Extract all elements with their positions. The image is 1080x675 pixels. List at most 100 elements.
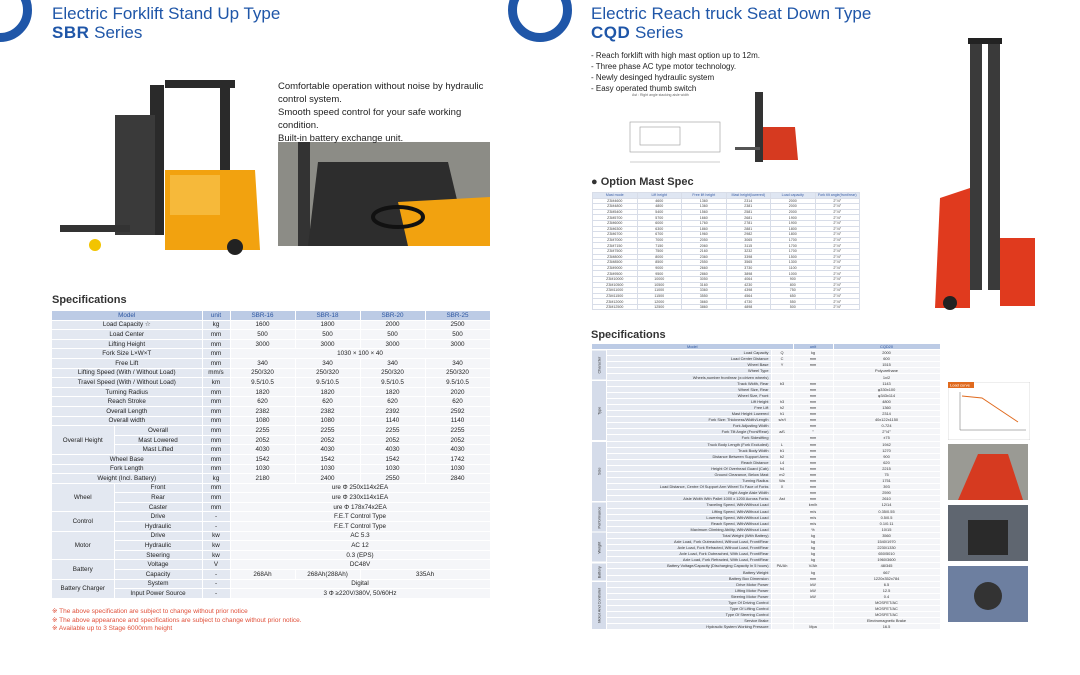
label-cell: Fork Size L×W×T <box>52 348 203 359</box>
mast-cell: 2°/4° <box>814 264 860 272</box>
spec-row: Type Of Steering Control MOSFET/AC <box>592 611 941 619</box>
photo-cabin <box>948 444 1028 500</box>
mast-row: Z3M10000 10000 3050 4064 900 2°/4° <box>592 275 860 283</box>
mast-cell: 3050 <box>681 275 727 283</box>
label-cell: Mast Lifted <box>114 444 203 455</box>
label-cell: Battery Box Dimension <box>606 575 772 582</box>
value-cell: 340 <box>360 358 426 369</box>
label-cell: Caster <box>114 502 203 513</box>
value-cell: 2314 <box>833 410 941 418</box>
header-cell: unit <box>793 344 834 351</box>
mast-cell: 2°/4° <box>814 303 860 311</box>
value-cell: 0.4 <box>833 593 941 600</box>
value-cell: 1x/2 <box>833 373 941 381</box>
code-cell: X <box>771 483 794 491</box>
value-cell: 1360 <box>833 404 941 412</box>
value-cell: 9.5/10.5 <box>295 377 361 388</box>
unit-cell: - <box>202 579 231 590</box>
spec-row: Mast Lowered mm 2052 2052 2052 2052 <box>52 435 491 446</box>
value-cell: 3 Φ ≥220V/380V, 50/60Hz <box>230 588 491 599</box>
mast-row: Z3M6000 6000 1760 2781 1900 2°/4° <box>592 220 860 227</box>
group-cell: Overall Height <box>52 425 115 455</box>
unit-cell: mm <box>793 441 834 448</box>
mast-cell: 3730 <box>725 264 771 272</box>
value-cell: 1030 <box>360 464 426 475</box>
unit-cell: mm/s <box>202 368 231 379</box>
mast-cell: 4230 <box>725 281 771 289</box>
code-cell: h3 <box>771 398 794 405</box>
mast-cell: Z3M11500 <box>592 292 638 300</box>
value-cell: 650/5010 <box>833 550 941 558</box>
label-cell: Lifting Speed, With/Without Load <box>606 508 772 515</box>
mast-cell: 3860 <box>681 303 727 311</box>
spec-row: Overall Length mm 2382 2382 2392 2592 <box>52 406 491 417</box>
value-cell: 9.5/10.5 <box>425 377 491 388</box>
value-cell: 9.5/10.5 <box>230 377 296 388</box>
label-cell: Overall Length <box>52 406 203 417</box>
value-cell: 600 <box>833 355 941 363</box>
spec-row: Axle Load, Fork Outreached, Without Load… <box>592 538 941 546</box>
spec-row: Motor And Controller Drive Motor Power kW 6… <box>592 581 941 630</box>
spec-row: Input Power Source -3 Φ ≥220V/380V, 50/60… <box>52 588 491 599</box>
unit-cell: mm <box>793 404 834 412</box>
unit-cell: ° <box>793 428 834 436</box>
mast-cell: 2°/4° <box>814 253 860 261</box>
header-cell: SBR-16 <box>230 311 296 321</box>
value-cell: 2255 <box>230 425 296 436</box>
code-cell: Y <box>771 361 794 369</box>
spec-row: Capacity -268Ah 268Ah(288Ah) 335Ah <box>52 569 491 580</box>
spec-row: Fork Tilt Angle (Front/Rear) a/ß ° 2°/4° <box>592 428 941 436</box>
spec-row: Type Of Lifting Control MOSFET/AC <box>592 605 941 613</box>
unit-cell: mm <box>793 447 834 454</box>
label-cell: Load Center <box>52 329 203 340</box>
code-cell <box>771 550 794 558</box>
code-cell: h2 <box>771 404 794 412</box>
spec-row: Axle Load, Fork Refracted, With Load, Fr… <box>592 556 941 564</box>
mast-cell: Z3M8500 <box>592 259 638 266</box>
series-code: SBR <box>52 23 90 42</box>
value-cell: 40x122x1150 <box>833 416 941 424</box>
spec-row: Fork Sidesifting mm ±75 <box>592 434 941 442</box>
value-cell: 2180 <box>230 473 296 484</box>
spec-row: Hydraulic kw AC 12 <box>52 540 491 551</box>
value-cell: 2590 <box>833 489 941 497</box>
code-cell: a/ß <box>771 428 794 436</box>
spec-row: Service Brake Electromagnetic Brake <box>592 617 941 625</box>
note: ※ The above appearance and specification… <box>52 616 302 624</box>
header-cell: Mast height(lowered) <box>725 192 771 199</box>
mast-cell: Z3M9500 <box>592 270 638 277</box>
spec-row: Load Capacity ☆ kg 1600 1800 2000 2500 <box>52 320 491 331</box>
code-cell: b1 <box>771 447 794 454</box>
value-cell: Polyurethane <box>833 367 941 375</box>
value-cell: 620 <box>425 396 491 407</box>
unit-cell: - <box>202 521 231 532</box>
value-cell: 75 <box>833 471 941 479</box>
code-cell <box>771 434 794 442</box>
mast-cell: 650 <box>770 292 816 300</box>
mast-cell: 2°/4° <box>814 259 860 266</box>
spec-row: Mast Height Lowered h1 mm 2314 <box>592 410 941 418</box>
value-cell: 4030 <box>230 444 296 455</box>
spec-row: Weight (Incl. Battery) kg 2180 2400 2550 2840 <box>52 473 491 484</box>
spec-heading: Specifications <box>52 294 127 306</box>
value-cell: 2255 <box>425 425 491 436</box>
unit-cell: kW <box>793 587 834 594</box>
spec-row: Battery Voltage V DC48V <box>52 559 491 580</box>
mast-heading: ● Option Mast Spec <box>591 176 694 188</box>
unit-cell: kW <box>793 593 834 600</box>
spec-row: Fork Size L×W×T mm 1030 × 100 × 40 <box>52 348 491 359</box>
label-cell: Hydraulic System Working Pressure <box>606 623 772 631</box>
header-cell: SBR-18 <box>295 311 361 321</box>
bullet: - Three phase AC type motor technology. <box>591 62 737 71</box>
unit-cell: kg <box>793 568 834 576</box>
unit-cell <box>793 373 834 381</box>
unit-cell: kg <box>202 473 231 484</box>
value-cell: φ343x114 <box>833 392 941 399</box>
label-cell: Input Power Source <box>114 588 203 599</box>
mast-cell: 2°/4° <box>814 281 860 289</box>
unit-cell: kg <box>793 532 834 540</box>
unit-cell: % <box>793 526 834 533</box>
code-cell: b2 <box>771 453 794 460</box>
bullet: - Easy operated thumb switch <box>591 84 697 93</box>
